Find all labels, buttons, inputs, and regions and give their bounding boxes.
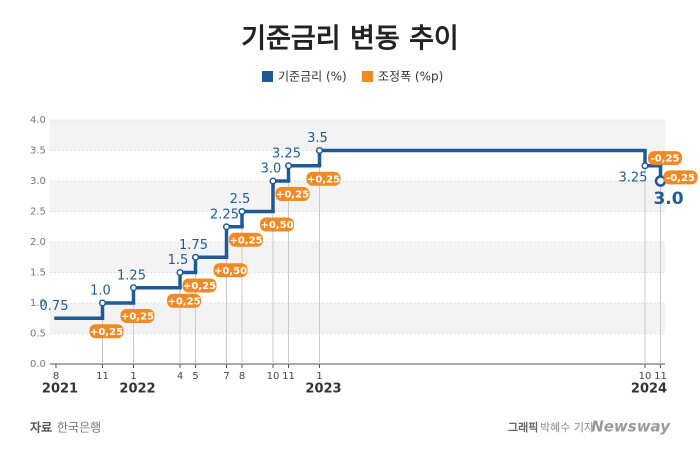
adjust-badge: [260, 217, 294, 232]
y-tick-label: 2.0: [30, 237, 46, 248]
chart-title: 기준금리 변동 추이: [241, 24, 459, 55]
adjust-label: +0,25: [276, 190, 309, 201]
adjust-label: +0,50: [214, 266, 247, 277]
credit-text: 박혜수 기자: [540, 421, 594, 434]
y-tick-label: 1.5: [30, 268, 46, 279]
x-tick-label: 8: [239, 371, 245, 382]
rate-point: [315, 146, 324, 155]
y-tick-label: 0.0: [30, 359, 46, 370]
adjust-badge: [648, 151, 682, 166]
rate-label: 0.75: [40, 299, 69, 314]
source-label: 자료: [30, 420, 52, 435]
legend-swatch: [362, 71, 373, 82]
rate-label: 3.25: [272, 146, 301, 161]
adjust-badge: [120, 309, 155, 323]
x-tick-label: 5: [192, 371, 198, 382]
x-tick-label: 10: [267, 371, 280, 382]
rate-label: 1.5: [168, 253, 189, 268]
adjust-label: -0,25: [666, 173, 695, 184]
year-label: 2024: [631, 382, 667, 397]
x-tick-label: 10: [639, 371, 652, 382]
adjust-label: +0,25: [167, 296, 200, 307]
rate-point: [269, 177, 277, 185]
rate-label: 1.0: [90, 284, 111, 299]
x-tick-label: 1: [130, 371, 136, 382]
rate-label: 3.25: [619, 170, 648, 185]
adjust-badge: [167, 293, 201, 308]
adjust-label: +0,25: [229, 235, 262, 246]
rate-point: [129, 284, 138, 292]
rate-point: [284, 162, 293, 170]
y-tick-label: 3.0: [30, 176, 46, 187]
legend-label: 기준금리 (%): [278, 70, 347, 84]
x-tick-label: 7: [223, 371, 229, 382]
adjust-label: +0,25: [183, 281, 216, 292]
adjust-badge: [182, 278, 217, 293]
rate-label: 3.0: [261, 162, 282, 177]
adjust-label: +0,25: [121, 312, 154, 323]
adjust-badge: [306, 171, 341, 186]
year-label: 2022: [119, 382, 155, 397]
x-tick-label: 11: [654, 371, 667, 382]
rate-point: [176, 268, 184, 277]
legend-swatch: [262, 71, 273, 82]
rate-label: 3.5: [307, 131, 328, 146]
rate-point: [98, 299, 107, 307]
y-tick-label: 0.5: [30, 329, 46, 340]
grid-band: [50, 181, 665, 212]
adjust-label: -0,25: [651, 154, 680, 165]
adjust-label: +0,25: [307, 174, 340, 185]
y-tick-label: 2.5: [30, 207, 46, 218]
x-tick-label: 4: [177, 371, 183, 382]
grid-band: [50, 242, 665, 273]
y-tick-label: 3.5: [30, 146, 46, 157]
rate-label: 2.5: [230, 192, 251, 207]
x-tick-label: 11: [96, 371, 109, 382]
year-label: 2023: [305, 382, 341, 397]
adjust-badge: [663, 170, 698, 185]
credit-label: 그래픽: [508, 420, 538, 434]
adjust-badge: [229, 232, 263, 247]
adjust-badge: [213, 263, 248, 278]
rate-label: 3.0: [653, 189, 683, 209]
rate-point: [222, 223, 231, 231]
grid-band: [50, 120, 665, 151]
brand: Newsway: [591, 418, 671, 436]
rate-point: [191, 253, 200, 261]
rate-label: 2.25: [210, 207, 239, 222]
rate-point: [238, 207, 246, 216]
adjust-badge: [275, 187, 310, 201]
rate-label: 1.75: [179, 238, 208, 253]
year-label: 2021: [42, 382, 78, 397]
x-tick-label: 11: [282, 371, 295, 382]
rate-label: 1.25: [117, 268, 146, 283]
legend-label: 조정폭 (%p): [378, 70, 443, 84]
rate-point: [641, 162, 649, 170]
x-tick-label: 8: [53, 371, 59, 382]
x-tick-label: 1: [316, 371, 322, 382]
adjust-label: +0,50: [260, 220, 293, 231]
y-tick-label: 4.0: [30, 115, 46, 126]
source-text: 한국은행: [57, 420, 101, 435]
adjust-badge: [89, 324, 124, 339]
y-tick-label: 1.0: [30, 298, 46, 309]
adjust-label: +0,25: [90, 327, 123, 338]
